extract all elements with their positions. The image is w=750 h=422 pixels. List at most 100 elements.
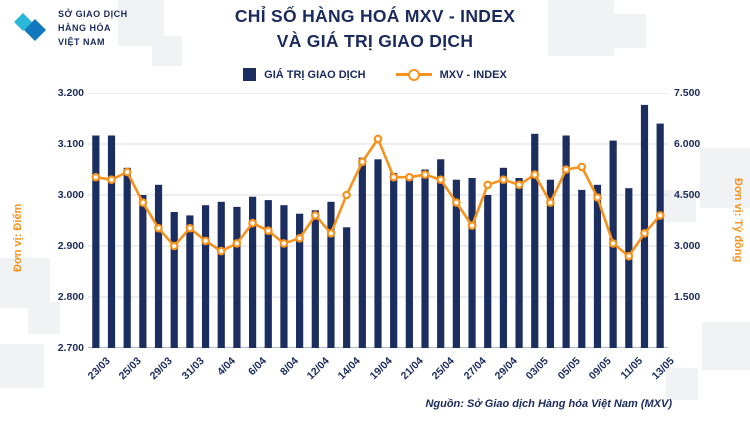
- mxv-logo: SỞ GIAO DỊCH HÀNG HÓA VIỆT NAM: [14, 8, 128, 50]
- x-axis-label: 6/04: [246, 355, 270, 378]
- chart-title-line2: VÀ GIÁ TRỊ GIAO DỊCH: [276, 31, 474, 52]
- chart-title: CHỈ SỐ HÀNG HOÁ MXV - INDEX VÀ GIÁ TRỊ G…: [0, 4, 750, 55]
- bar: [374, 159, 382, 348]
- bar: [468, 178, 476, 348]
- watermark-shape: [700, 148, 750, 208]
- legend: GIÁ TRỊ GIAO DỊCH MXV - INDEX: [0, 68, 750, 81]
- line-marker-icon: [407, 68, 420, 81]
- left-axis-tick: 3.100: [57, 138, 84, 150]
- bar: [327, 201, 335, 348]
- bar: [546, 179, 555, 348]
- bar: [186, 215, 194, 348]
- bar: [405, 174, 413, 348]
- line-marker: [248, 218, 257, 228]
- line-marker: [405, 172, 414, 182]
- watermark-shape: [612, 14, 646, 48]
- watermark-shape: [664, 190, 696, 222]
- line-marker: [577, 162, 587, 172]
- bar-series-swatch: [243, 68, 257, 81]
- right-axis-tick: 6.000: [674, 138, 701, 150]
- line-marker: [420, 170, 430, 179]
- bar: [233, 206, 241, 348]
- line-marker: [107, 175, 116, 185]
- x-axis-label: 23/03: [85, 355, 113, 383]
- mxv-logo-icon: [14, 11, 50, 46]
- watermark-shape: [666, 368, 698, 400]
- bar: [578, 189, 586, 348]
- line-marker: [326, 229, 336, 238]
- watermark-shape: [548, 0, 614, 56]
- line-marker: [373, 134, 383, 144]
- logo-text-line3: VIỆT NAM: [58, 36, 106, 47]
- x-axis-label: 21/04: [398, 355, 426, 383]
- left-axis-tick: 2.800: [57, 291, 84, 303]
- x-axis-label: 8/04: [277, 355, 301, 378]
- x-axis-label: 25/04: [430, 355, 458, 383]
- x-axis-label: 12/04: [304, 355, 332, 383]
- watermark-shape: [0, 258, 50, 308]
- watermark-shape: [0, 344, 44, 388]
- bar: [437, 159, 445, 348]
- x-axis-label: 29/03: [147, 355, 176, 383]
- bar: [515, 178, 523, 348]
- bar: [531, 133, 539, 348]
- line-marker: [530, 170, 540, 179]
- bar: [421, 169, 429, 348]
- legend-item-bars: GIÁ TRỊ GIAO DỊCH: [243, 68, 366, 81]
- line-marker: [514, 180, 524, 190]
- line-marker: [201, 236, 210, 246]
- bar: [92, 135, 100, 348]
- line-marker: [546, 198, 555, 207]
- line-marker: [467, 221, 477, 230]
- line-marker: [389, 172, 399, 182]
- line-marker: [311, 211, 320, 220]
- x-axis-label: 03/05: [524, 355, 552, 383]
- bar: [343, 227, 351, 348]
- bar: [201, 205, 210, 348]
- line-marker: [593, 193, 602, 202]
- line-marker: [499, 175, 508, 185]
- bar: [593, 184, 602, 348]
- logo-text: SỞ GIAO DỊCH HÀNG HÓA VIỆT NAM: [58, 8, 128, 50]
- right-axis-tick: 7.500: [674, 87, 701, 99]
- line-marker: [185, 223, 195, 233]
- line-marker: [436, 175, 446, 185]
- x-axis-label: 31/03: [179, 355, 207, 383]
- x-axis-label: 05/05: [555, 355, 583, 383]
- bar: [625, 188, 633, 348]
- line-marker: [264, 226, 273, 236]
- line-marker: [561, 165, 571, 174]
- x-axis-label: 27/04: [461, 355, 489, 383]
- line-marker: [138, 198, 148, 207]
- bar: [217, 201, 225, 348]
- line-marker: [624, 251, 634, 261]
- line-marker: [640, 229, 649, 238]
- x-axis-label: 13/05: [649, 355, 677, 383]
- line-marker: [154, 223, 163, 233]
- x-axis-label: 29/04: [492, 355, 520, 383]
- line-marker: [295, 234, 304, 243]
- legend-item-line: MXV - INDEX: [395, 68, 507, 81]
- watermark-shape: [28, 302, 60, 334]
- logo-text-line1: SỞ GIAO DỊCH: [58, 9, 128, 19]
- bar: [358, 157, 366, 348]
- right-axis-tick: 4.500: [674, 189, 701, 201]
- bar: [484, 195, 492, 348]
- left-axis-tick: 3.200: [57, 87, 84, 99]
- bar: [107, 135, 116, 348]
- plot: [88, 93, 668, 348]
- bar: [562, 135, 570, 348]
- left-axis-tick: 2.700: [57, 342, 84, 354]
- line-marker: [452, 198, 461, 207]
- line-series-swatch: [395, 68, 432, 81]
- x-axis-label: 11/05: [618, 355, 646, 382]
- left-axis-unit-label: Đơn vị: Điểm: [12, 203, 24, 272]
- chart-title-line1: CHỈ SỐ HÀNG HOÁ MXV - INDEX: [234, 6, 516, 26]
- left-axis-tick: 2.900: [57, 240, 84, 252]
- line-marker: [122, 167, 132, 177]
- line-marker: [608, 239, 618, 248]
- right-axis-tick: 3.000: [674, 240, 701, 252]
- logo-text-line2: HÀNG HÓA: [58, 22, 111, 33]
